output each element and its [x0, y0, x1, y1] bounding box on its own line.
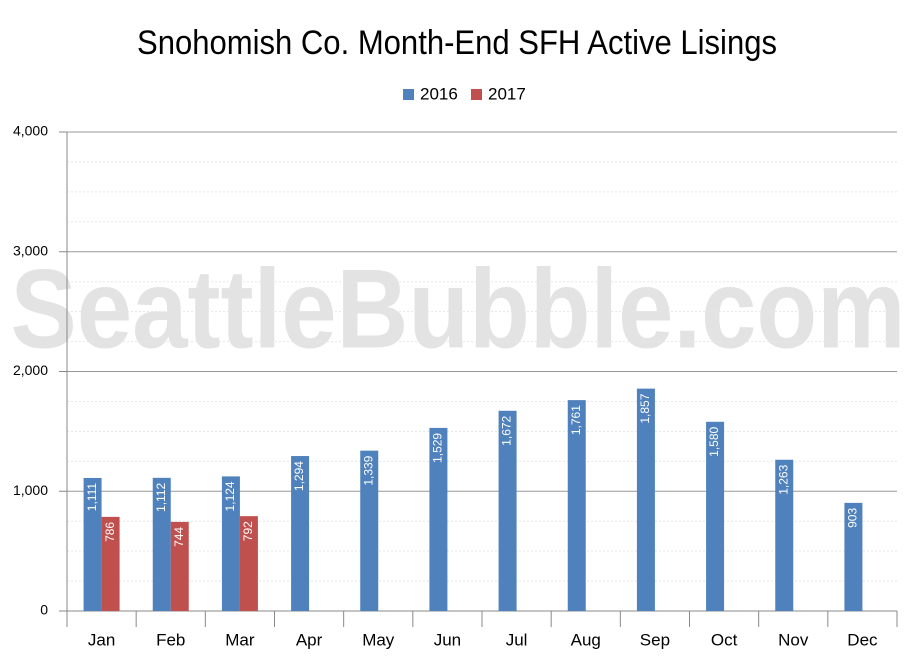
x-tick-label: Jan	[88, 630, 115, 649]
bar	[844, 502, 863, 611]
data-label: 1,112	[154, 483, 168, 512]
legend-label: 2016	[420, 84, 458, 103]
data-label: 792	[241, 521, 255, 541]
x-tick-label: Nov	[778, 630, 809, 649]
legend-swatch	[403, 89, 414, 100]
x-tick-label: Sep	[640, 630, 670, 649]
y-tick-label: 0	[40, 602, 48, 618]
bar	[221, 476, 240, 611]
bar	[83, 477, 102, 611]
bar	[706, 421, 725, 611]
bar	[636, 388, 655, 611]
x-tick-label: Mar	[225, 630, 255, 649]
bar	[152, 477, 171, 611]
data-label: 1,580	[707, 426, 721, 456]
x-tick-label: Apr	[296, 630, 323, 649]
x-tick-label: Aug	[571, 630, 601, 649]
bar	[567, 400, 586, 611]
data-label: 786	[103, 522, 117, 542]
y-tick-label: 4,000	[13, 123, 48, 139]
data-label: 1,761	[569, 405, 583, 435]
chart-title: Snohomish Co. Month-End SFH Active Lisin…	[137, 24, 777, 62]
x-tick-label: Dec	[847, 630, 878, 649]
data-label: 903	[846, 508, 860, 528]
legend-label: 2017	[488, 84, 526, 103]
data-label: 1,339	[361, 455, 375, 485]
bar	[101, 516, 120, 611]
legend-swatch	[471, 89, 482, 100]
data-label: 1,111	[85, 483, 99, 512]
y-tick-label: 2,000	[13, 362, 48, 378]
data-label: 1,529	[431, 433, 445, 463]
data-label: 744	[172, 527, 186, 547]
bar	[775, 459, 794, 611]
x-tick-label: Jul	[506, 630, 528, 649]
y-tick-label: 3,000	[13, 242, 48, 258]
data-label: 1,857	[638, 393, 652, 423]
data-label: 1,672	[500, 415, 514, 445]
x-tick-label: May	[362, 630, 395, 649]
x-tick-label: Jun	[434, 630, 461, 649]
x-tick-label: Oct	[711, 630, 738, 649]
bar	[429, 427, 448, 611]
x-tick-label: Feb	[156, 630, 185, 649]
bar	[498, 410, 517, 611]
data-label: 1,263	[776, 464, 790, 494]
data-label: 1,294	[292, 461, 306, 491]
bar	[239, 516, 258, 611]
y-tick-label: 1,000	[13, 482, 48, 498]
bar	[170, 521, 189, 611]
bar	[291, 456, 310, 611]
watermark: SeattleBubble.com	[11, 247, 906, 372]
data-label: 1,124	[223, 481, 237, 511]
bar	[360, 450, 379, 611]
